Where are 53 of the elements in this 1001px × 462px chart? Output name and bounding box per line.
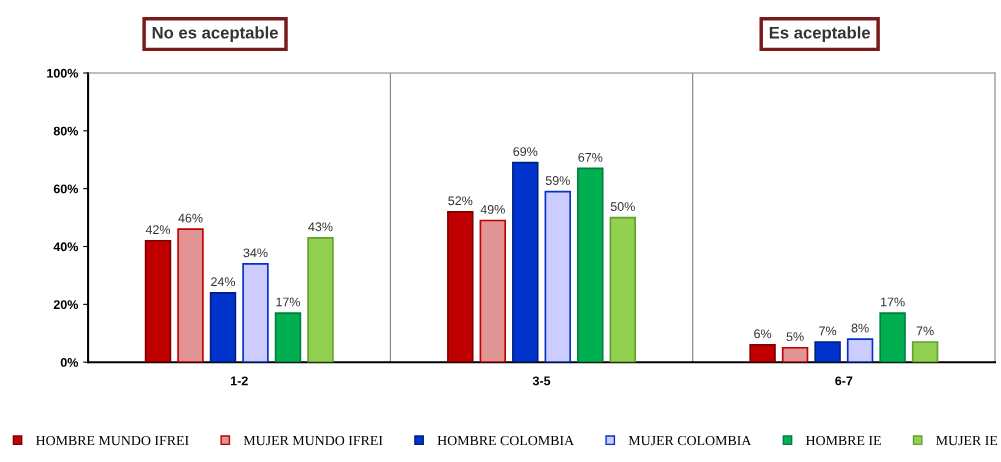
text: No es aceptable <box>152 26 278 42</box>
text: 17% <box>881 297 905 307</box>
text: 43% <box>308 222 333 232</box>
text: 7% <box>916 326 934 336</box>
legend-label: MUJER IE <box>936 435 998 446</box>
text: 5% <box>786 332 804 342</box>
y-tick-label: 60% <box>53 184 79 194</box>
bar <box>479 219 507 363</box>
bar <box>512 161 539 363</box>
bar <box>307 237 334 363</box>
bar <box>846 338 874 363</box>
bar <box>274 312 302 363</box>
legend-label: HOMBRE IE <box>805 435 881 446</box>
bar <box>177 228 204 363</box>
y-tick-label: 100% <box>47 68 79 78</box>
text: 7% <box>819 326 837 336</box>
text: 46% <box>178 213 203 223</box>
text: Es aceptable <box>769 26 871 42</box>
bar <box>447 210 474 363</box>
legend-label: HOMBRE COLOMBIA <box>437 435 575 446</box>
y-tick-label: 20% <box>53 300 79 310</box>
bar <box>577 167 604 363</box>
text: 52% <box>448 196 473 206</box>
bar <box>144 239 172 363</box>
bar <box>911 341 939 363</box>
y-tick-label: 80% <box>53 126 79 136</box>
legend-label: MUJER COLOMBIA <box>628 435 752 446</box>
y-tick-label: 0% <box>60 358 79 367</box>
bar <box>814 341 841 363</box>
bar <box>781 346 809 363</box>
text: 67% <box>578 152 603 162</box>
text: 17% <box>276 297 301 307</box>
legend-label: HOMBRE MUNDO IFREI <box>35 435 189 446</box>
text: 59% <box>545 176 570 185</box>
bar <box>749 344 776 363</box>
bar <box>209 291 237 363</box>
bar <box>242 263 269 363</box>
text: 8% <box>851 323 869 333</box>
text: 24% <box>211 277 236 287</box>
x-tick-label: 3-5 <box>532 376 551 386</box>
bar <box>879 312 906 363</box>
legend-label: MUJER MUNDO IFREI <box>243 435 383 446</box>
y-tick-label: 40% <box>53 242 79 252</box>
bar <box>609 216 637 363</box>
bar <box>544 190 572 363</box>
text: 49% <box>480 205 505 214</box>
text: 69% <box>513 147 538 157</box>
text: 34% <box>243 248 268 258</box>
text: 6% <box>754 329 772 339</box>
text: 42% <box>145 225 171 235</box>
x-tick-label: 6-7 <box>835 376 853 386</box>
x-tick-label: 1-2 <box>230 376 248 386</box>
text: 50% <box>610 202 635 211</box>
